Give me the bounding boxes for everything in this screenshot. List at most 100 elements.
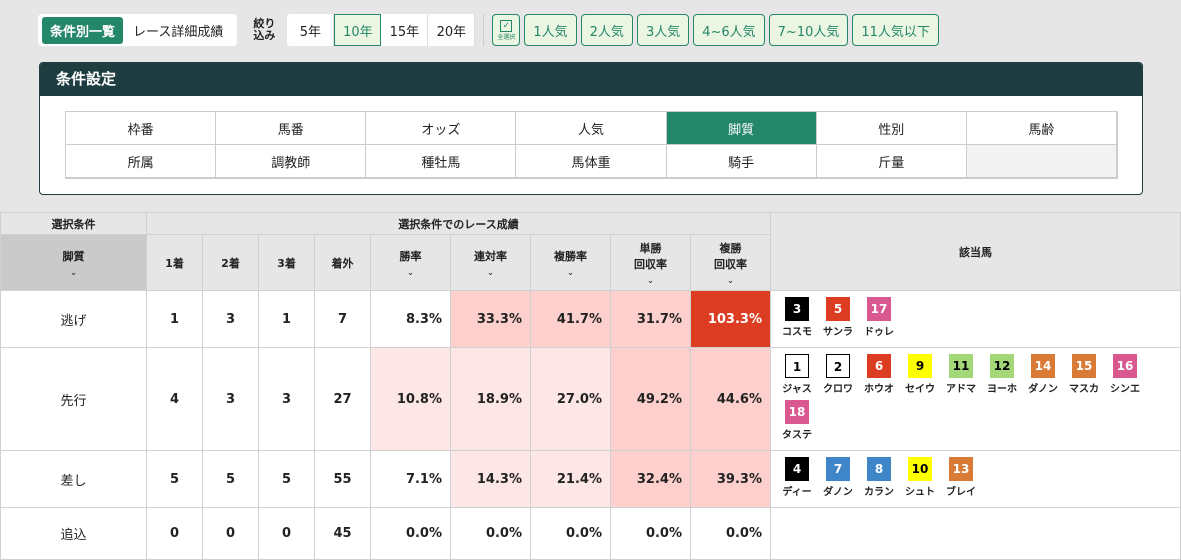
column-header[interactable]: 勝率 ⌄ (370, 234, 451, 291)
horse-item[interactable]: 9 セイウ (904, 354, 936, 396)
condition-option[interactable]: オッズ (366, 112, 517, 145)
chevron-down-icon: ⌄ (486, 267, 495, 278)
empty-cell (966, 145, 1117, 178)
horse-number-badge: 17 (867, 297, 891, 321)
condition-option[interactable]: 騎手 (666, 145, 817, 178)
horse-name: マスカ (1069, 384, 1099, 395)
horse-item[interactable]: 6 ホウオ (863, 354, 895, 396)
select-all-button[interactable]: ✓ 全選択 (492, 14, 521, 46)
table-row: 差し 5 5 5 55 7.1% 14.3% 21.4% 32.4% 39.3% 4 ディー 7 ダノン 8… (0, 450, 1181, 508)
horse-item[interactable]: 11 アドマ (945, 354, 977, 396)
horse-item[interactable]: 18 タステ (781, 400, 813, 442)
column-header[interactable]: 連対率 ⌄ (450, 234, 531, 291)
condition-option[interactable]: 斤量 (816, 145, 967, 178)
condition-cell: 追込 (0, 507, 147, 560)
horse-number-badge: 8 (867, 457, 891, 481)
header-horses: 該当馬 (770, 212, 1181, 291)
horse-item[interactable]: 4 ディー (781, 457, 813, 499)
horse-number-badge: 18 (785, 400, 809, 424)
popularity-button[interactable]: 2人気 (580, 14, 633, 46)
horse-name: シュト (905, 487, 935, 498)
horse-name: アドマ (946, 384, 976, 395)
year-option[interactable]: 5年 (287, 14, 335, 46)
condition-option[interactable]: 脚質 (666, 112, 817, 145)
horse-name: ドゥレ (864, 327, 894, 338)
condition-option[interactable]: 馬齢 (966, 112, 1117, 145)
year-option[interactable]: 10年 (334, 14, 382, 46)
header-label: 複勝率 (554, 249, 587, 263)
condition-option[interactable]: 枠番 (66, 112, 217, 145)
popularity-button[interactable]: 7~10人気 (768, 14, 849, 46)
condition-option[interactable]: 種牡馬 (366, 145, 517, 178)
condition-cell: 逃げ (0, 290, 147, 348)
header-label: 勝率 (399, 249, 422, 263)
condition-option[interactable]: 人気 (516, 112, 667, 145)
condition-option[interactable]: 性別 (816, 112, 967, 145)
horse-item[interactable]: 14 ダノン (1027, 354, 1059, 396)
value-cell: 32.4% (610, 450, 691, 508)
horse-item[interactable]: 12 ヨーホ (986, 354, 1018, 396)
horse-item[interactable]: 2 クロワ (822, 354, 854, 396)
value-cell: 39.3% (690, 450, 771, 508)
condition-cell: 差し (0, 450, 147, 508)
value-cell: 1 (146, 290, 203, 348)
horse-item[interactable]: 1 ジャス (781, 354, 813, 396)
popularity-button[interactable]: 11人気以下 (852, 14, 939, 46)
horse-name: ダノン (1028, 384, 1058, 395)
year-option[interactable]: 15年 (381, 14, 429, 46)
horses-cell: 4 ディー 7 ダノン 8 カラン 10 シュト 13 ブレイ (770, 450, 1181, 508)
horse-item[interactable]: 10 シュト (904, 457, 936, 499)
value-cell: 18.9% (450, 347, 531, 451)
horse-item[interactable]: 15 マスカ (1068, 354, 1100, 396)
header-label: 2着 (221, 256, 240, 270)
value-cell: 0.0% (530, 507, 611, 560)
tab-condition-list[interactable]: 条件別一覧 (42, 16, 124, 44)
value-cell: 1 (258, 290, 315, 348)
header-label: 1着 (165, 256, 184, 270)
horse-item[interactable]: 3 コスモ (781, 297, 813, 339)
horse-number-badge: 10 (908, 457, 932, 481)
column-header: 1着 (146, 234, 203, 291)
horse-item[interactable]: 16 シンエ (1109, 354, 1141, 396)
horse-item[interactable]: 17 ドゥレ (863, 297, 895, 339)
horses-cell: 1 ジャス 2 クロワ 6 ホウオ 9 セイウ 11 アドマ 12 ヨーホ 14 ダノン 15 マスカ 16 シン… (770, 347, 1181, 451)
condition-option[interactable]: 調教師 (216, 145, 367, 178)
popularity-button[interactable]: 4~6人気 (693, 14, 765, 46)
value-cell: 49.2% (610, 347, 691, 451)
condition-option[interactable]: 所属 (66, 145, 217, 178)
horse-item[interactable]: 5 サンラ (822, 297, 854, 339)
select-all-label: 全選択 (497, 33, 516, 41)
results-table: 選択条件 選択条件でのレース成績 該当馬 脚質 ⌄ 1着 2着 3着 着外 勝率 ⌄ 連対率 ⌄… (0, 212, 1181, 560)
chevron-down-icon: ⌄ (646, 275, 655, 286)
year-filter: 5年 10年 15年 20年 (287, 14, 476, 46)
horse-name: ダノン (823, 487, 853, 498)
value-cell: 45 (314, 507, 371, 560)
header-label: 3着 (277, 256, 296, 270)
value-cell: 31.7% (610, 290, 691, 348)
horse-name: ホウオ (864, 384, 894, 395)
horse-item[interactable]: 8 カラン (863, 457, 895, 499)
value-cell: 44.6% (690, 347, 771, 451)
sort-condition[interactable]: 脚質 ⌄ (0, 234, 147, 291)
column-header[interactable]: 単勝 回収率 ⌄ (610, 234, 691, 291)
value-cell: 14.3% (450, 450, 531, 508)
condition-option[interactable]: 馬番 (216, 112, 367, 145)
horse-number-badge: 16 (1113, 354, 1137, 378)
condition-cell: 先行 (0, 347, 147, 451)
tab-race-detail[interactable]: レース詳細成績 (133, 24, 224, 40)
popularity-button[interactable]: 3人気 (636, 14, 690, 46)
horse-number-badge: 12 (990, 354, 1014, 378)
year-option[interactable]: 20年 (428, 14, 476, 46)
horse-number-badge: 7 (826, 457, 850, 481)
horse-item[interactable]: 13 ブレイ (945, 457, 977, 499)
horse-name: セイウ (905, 384, 935, 395)
horses-cell (770, 507, 1181, 560)
horse-item[interactable]: 7 ダノン (822, 457, 854, 499)
header-label: 複勝 回収率 (714, 241, 747, 271)
column-header[interactable]: 複勝 回収率 ⌄ (690, 234, 771, 291)
column-header[interactable]: 複勝率 ⌄ (530, 234, 611, 291)
popularity-button[interactable]: 1人気 (524, 14, 577, 46)
condition-option[interactable]: 馬体重 (516, 145, 667, 178)
horse-number-badge: 4 (785, 457, 809, 481)
column-header: 3着 (258, 234, 315, 291)
